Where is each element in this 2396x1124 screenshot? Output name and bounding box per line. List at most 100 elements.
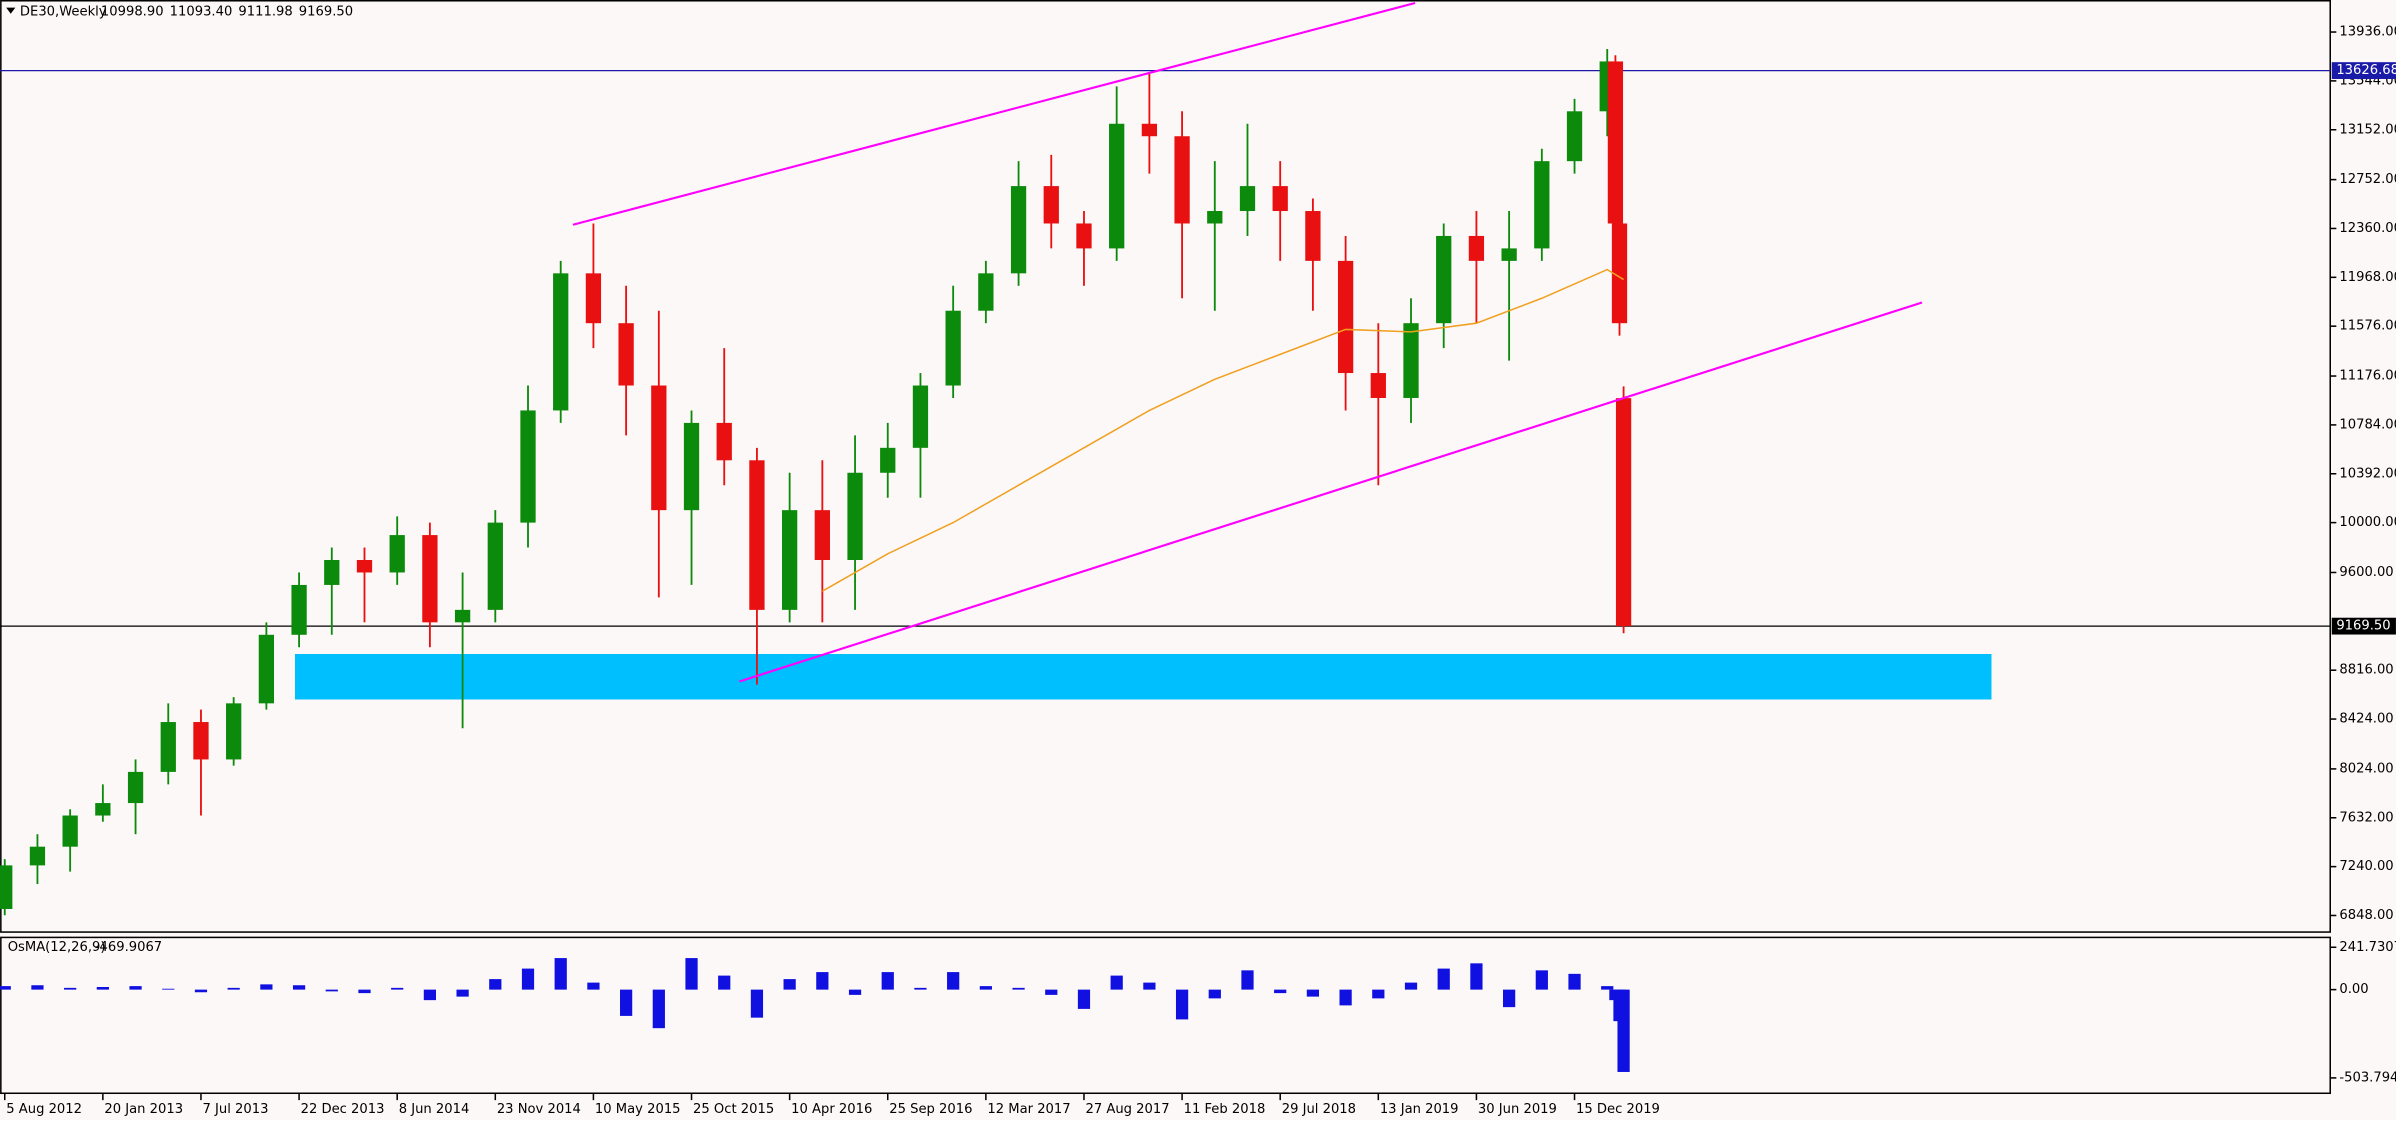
x-tick-label: 23 Nov 2014 bbox=[497, 1102, 581, 1117]
candle-body bbox=[1010, 186, 1027, 274]
osma-bar bbox=[391, 987, 404, 990]
osma-bar bbox=[1404, 982, 1418, 990]
candle-body bbox=[814, 510, 830, 561]
candle-body bbox=[324, 560, 340, 585]
osma-bar bbox=[620, 989, 633, 1016]
candle-body bbox=[226, 703, 242, 760]
osma-bar bbox=[1306, 989, 1320, 997]
y-tick-label: 8024.00 bbox=[2339, 761, 2393, 776]
osma-bar bbox=[914, 987, 927, 990]
osma-bar bbox=[1045, 989, 1058, 995]
candle-body bbox=[618, 323, 634, 386]
candle-body bbox=[1468, 235, 1485, 261]
candle-body bbox=[95, 803, 111, 816]
osma-bar bbox=[652, 989, 665, 1029]
osma-bar bbox=[64, 987, 77, 990]
osma-title: OsMA(12,26,9) bbox=[8, 940, 106, 955]
osma-bar bbox=[1617, 989, 1630, 1072]
candle-body bbox=[389, 535, 405, 573]
osma-bar bbox=[750, 989, 764, 1018]
y-tick-label: 9600.00 bbox=[2339, 565, 2393, 580]
osma-bar bbox=[947, 972, 960, 990]
x-tick-label: 10 Apr 2016 bbox=[791, 1102, 872, 1117]
candle-body bbox=[1239, 186, 1256, 212]
osma-y-tick-label: 0.00 bbox=[2339, 982, 2368, 997]
osma-bar bbox=[1077, 989, 1091, 1009]
x-tick-label: 10 May 2015 bbox=[595, 1102, 681, 1117]
osma-bar bbox=[194, 989, 208, 993]
price-tag bbox=[2331, 62, 2396, 79]
candle-body bbox=[520, 410, 536, 523]
x-tick-label: 27 Aug 2017 bbox=[1086, 1102, 1170, 1117]
candle-body bbox=[0, 865, 13, 910]
trendline bbox=[739, 301, 1923, 683]
candle-body bbox=[1370, 373, 1386, 398]
osma-bar bbox=[1241, 970, 1254, 990]
candle-body bbox=[1207, 211, 1223, 224]
x-tick-label: 25 Sep 2016 bbox=[889, 1102, 972, 1117]
osma-bar bbox=[587, 982, 600, 990]
header-value: 11093.40 bbox=[170, 5, 233, 20]
y-tick-label: 12360.00 bbox=[2339, 221, 2396, 236]
osma-current: -469.9067 bbox=[95, 940, 162, 955]
candle-body bbox=[847, 472, 863, 561]
osma-bar bbox=[1372, 989, 1385, 999]
trendline bbox=[572, 1, 1416, 226]
osma-bar bbox=[0, 986, 11, 990]
x-tick-label: 30 Jun 2019 bbox=[1478, 1102, 1557, 1117]
osma-bar bbox=[1601, 986, 1614, 990]
price-tag bbox=[2331, 617, 2396, 635]
osma-bar bbox=[1012, 987, 1025, 990]
y-tick-label: 8424.00 bbox=[2339, 712, 2393, 727]
osma-bar bbox=[521, 968, 535, 990]
candle-body bbox=[1076, 223, 1092, 249]
main-frame bbox=[0, 0, 2331, 933]
osma-bar bbox=[979, 986, 992, 990]
moving-average bbox=[821, 268, 1624, 592]
osma-bar bbox=[881, 972, 894, 990]
osma-bar bbox=[1208, 989, 1221, 999]
osma-bar bbox=[816, 972, 829, 990]
y-tick-label: 8816.00 bbox=[2339, 663, 2393, 678]
osma-bar bbox=[1437, 968, 1450, 990]
y-tick-label: 11176.00 bbox=[2339, 369, 2396, 384]
x-tick-label: 7 Jul 2013 bbox=[202, 1102, 268, 1117]
candle-body bbox=[1436, 235, 1452, 324]
candle-body bbox=[1607, 61, 1624, 224]
candle-body bbox=[1501, 248, 1517, 261]
candle-body bbox=[945, 310, 961, 386]
osma-bar bbox=[1568, 973, 1581, 990]
menu-arrow[interactable] bbox=[6, 7, 16, 14]
candle-body bbox=[1141, 123, 1158, 137]
osma-y-tick-label: -503.7942 bbox=[2339, 1070, 2396, 1085]
osma-bar bbox=[31, 985, 44, 990]
x-tick-label: 5 Aug 2012 bbox=[6, 1102, 82, 1117]
y-tick-label: 11968.00 bbox=[2339, 270, 2396, 285]
candle-body bbox=[1043, 186, 1059, 224]
osma-bar bbox=[1175, 989, 1189, 1020]
osma-bar bbox=[1110, 975, 1123, 990]
osma-bar bbox=[685, 958, 698, 990]
candle-body bbox=[880, 447, 896, 473]
y-tick-label: 7240.00 bbox=[2339, 859, 2393, 874]
y-tick-label: 6848.00 bbox=[2339, 908, 2393, 923]
x-tick-label: 12 Mar 2017 bbox=[987, 1102, 1070, 1117]
candle-body bbox=[1611, 223, 1628, 324]
candle-body bbox=[781, 510, 798, 610]
candle-body bbox=[651, 385, 667, 511]
y-tick-label: 10784.00 bbox=[2339, 417, 2396, 432]
osma-bar bbox=[718, 975, 731, 990]
candle-body bbox=[1272, 186, 1288, 212]
osma-bar bbox=[848, 989, 862, 995]
x-tick-label: 29 Jul 2018 bbox=[1282, 1102, 1356, 1117]
candle-body bbox=[1566, 111, 1583, 162]
osma-bar bbox=[292, 985, 306, 990]
x-tick-label: 15 Dec 2019 bbox=[1576, 1102, 1660, 1117]
osma-bar bbox=[162, 988, 175, 990]
osma-bar bbox=[489, 979, 502, 990]
x-tick-label: 11 Feb 2018 bbox=[1184, 1102, 1266, 1117]
candle-body bbox=[1403, 323, 1419, 398]
candle-body bbox=[127, 771, 144, 804]
candle-body bbox=[29, 846, 46, 866]
